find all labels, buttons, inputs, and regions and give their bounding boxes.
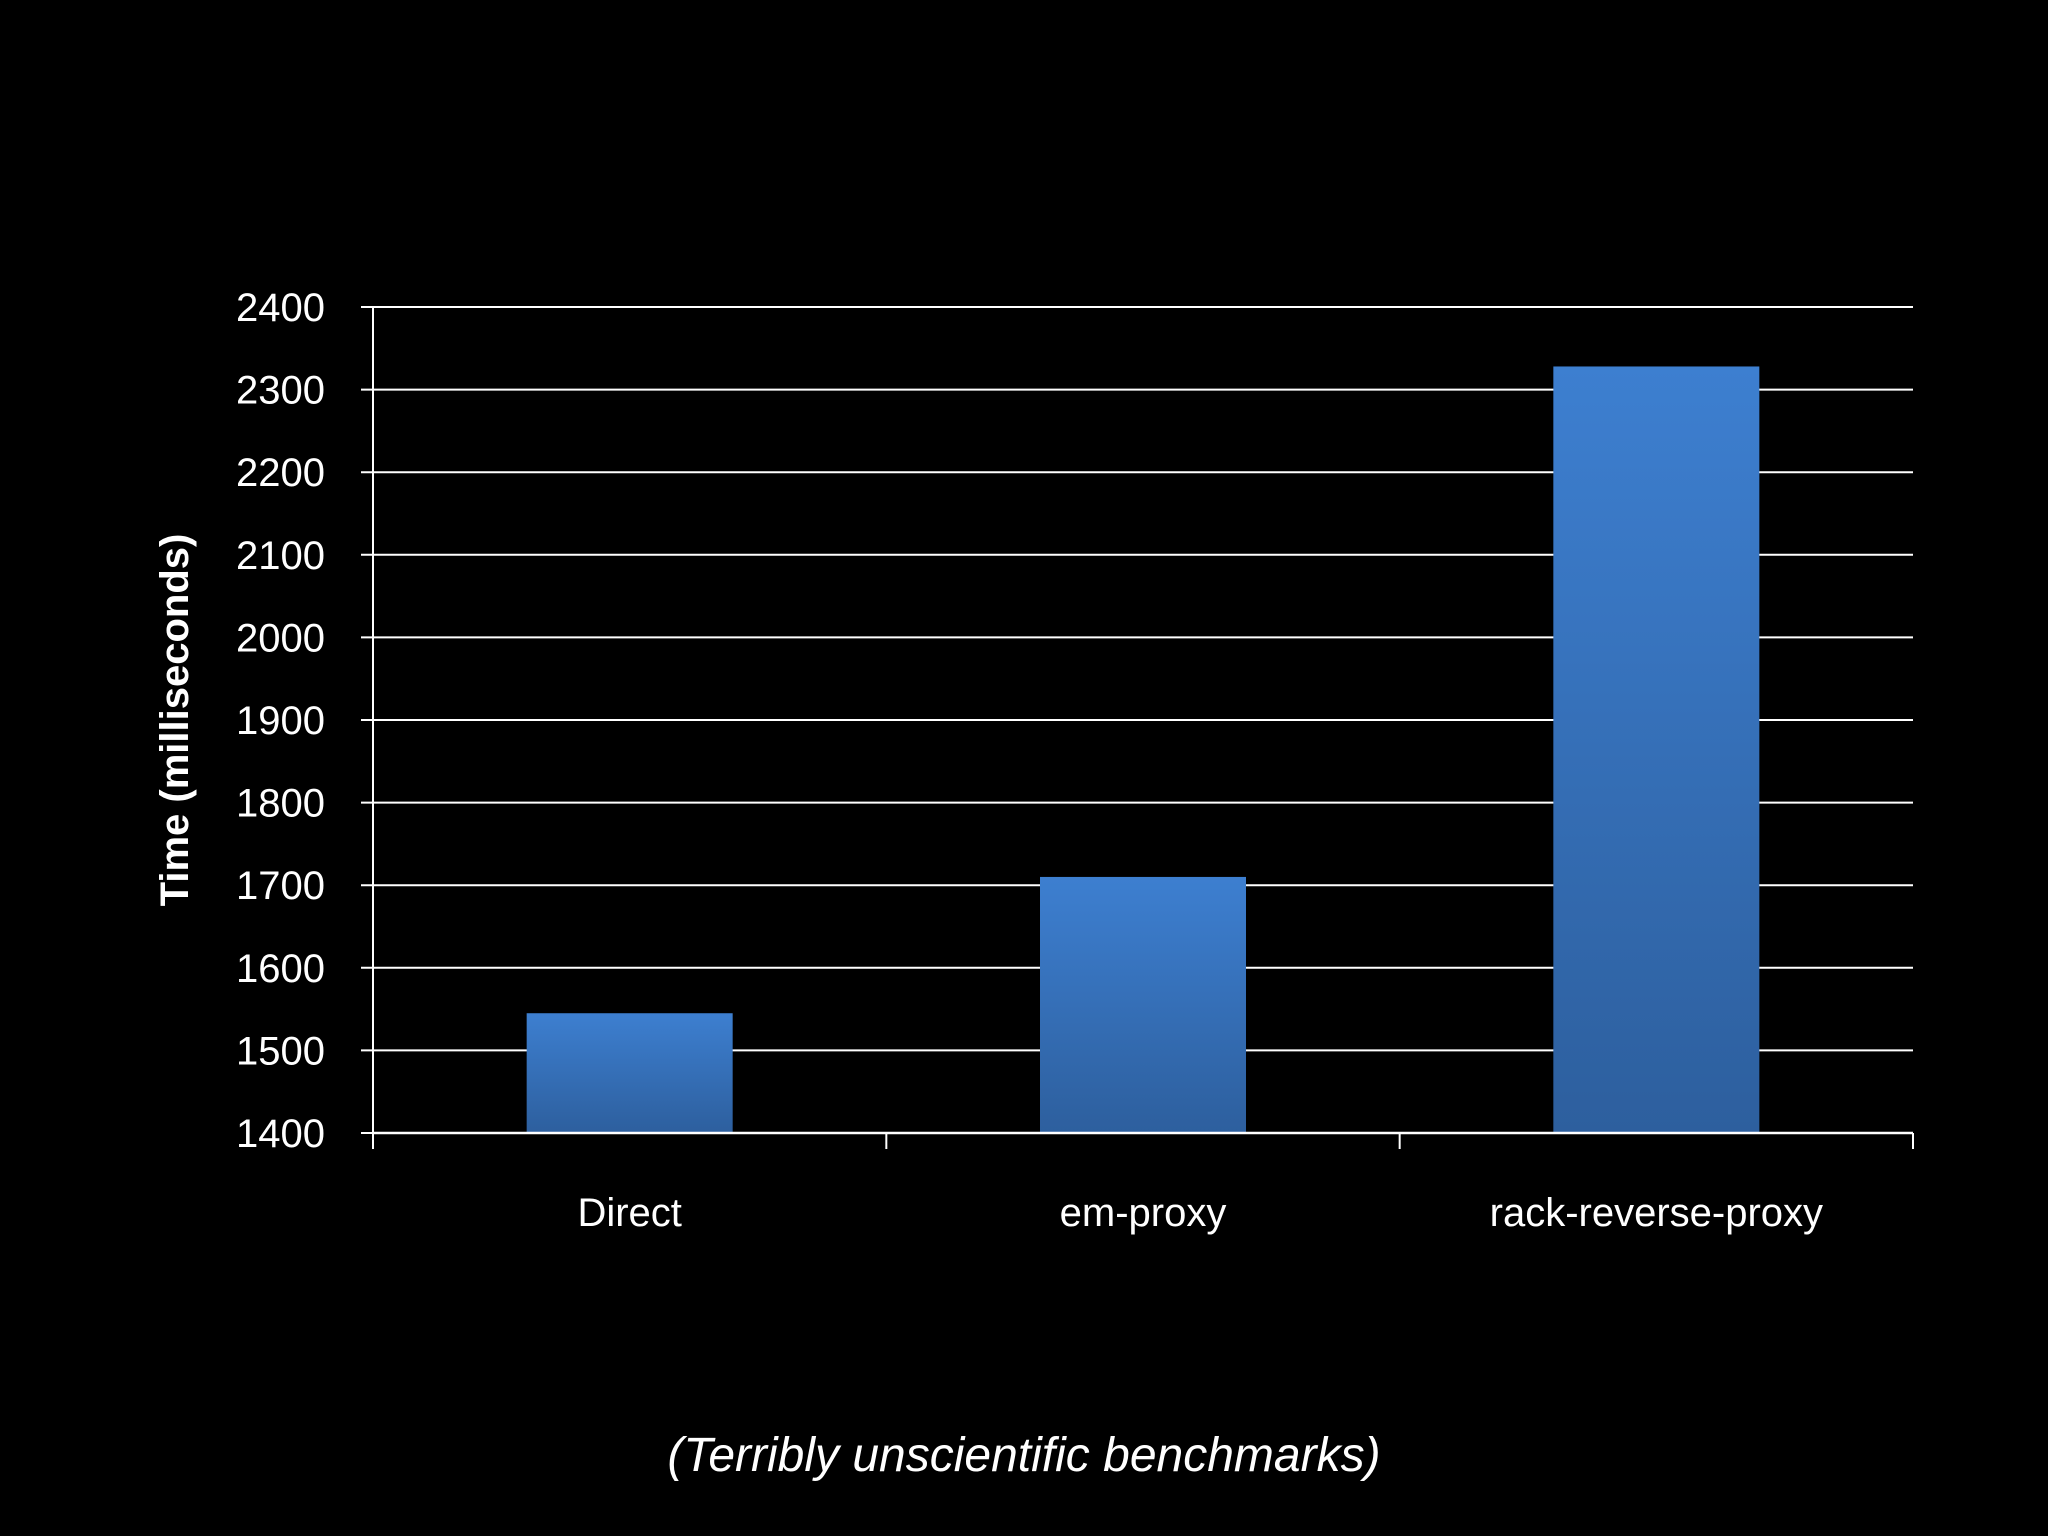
bars	[526, 366, 1760, 1133]
x-tick-label: rack-reverse-proxy	[1490, 1191, 1823, 1235]
y-tick-label: 2300	[236, 369, 325, 413]
bar-rack-reverse-proxy	[1553, 366, 1760, 1133]
y-axis-title: Time (milliseconds)	[153, 534, 197, 907]
y-tick-label: 1800	[236, 782, 325, 826]
x-tick-label: Direct	[577, 1191, 681, 1235]
y-tick-label: 1500	[236, 1029, 325, 1073]
bar-em-proxy	[1040, 876, 1246, 1133]
y-tick-label: 2100	[236, 534, 325, 578]
axes	[372, 307, 1914, 1149]
tick-labels: 1400 1500 1600 1700 1800 1900 2000 2100 2200 2300…	[236, 286, 1823, 1235]
x-tick-label: em-proxy	[1060, 1191, 1227, 1235]
y-tick-label: 2200	[236, 451, 325, 495]
y-tick-label: 1700	[236, 864, 325, 908]
caption: (Terribly unscientific benchmarks)	[667, 1429, 1381, 1482]
y-tick-label: 2000	[236, 616, 325, 660]
y-tick-label: 1600	[236, 947, 325, 991]
y-tick-label: 2400	[236, 286, 325, 330]
bar-direct	[526, 1013, 733, 1133]
y-tick-label: 1400	[236, 1112, 325, 1156]
y-tick-label: 1900	[236, 699, 325, 743]
